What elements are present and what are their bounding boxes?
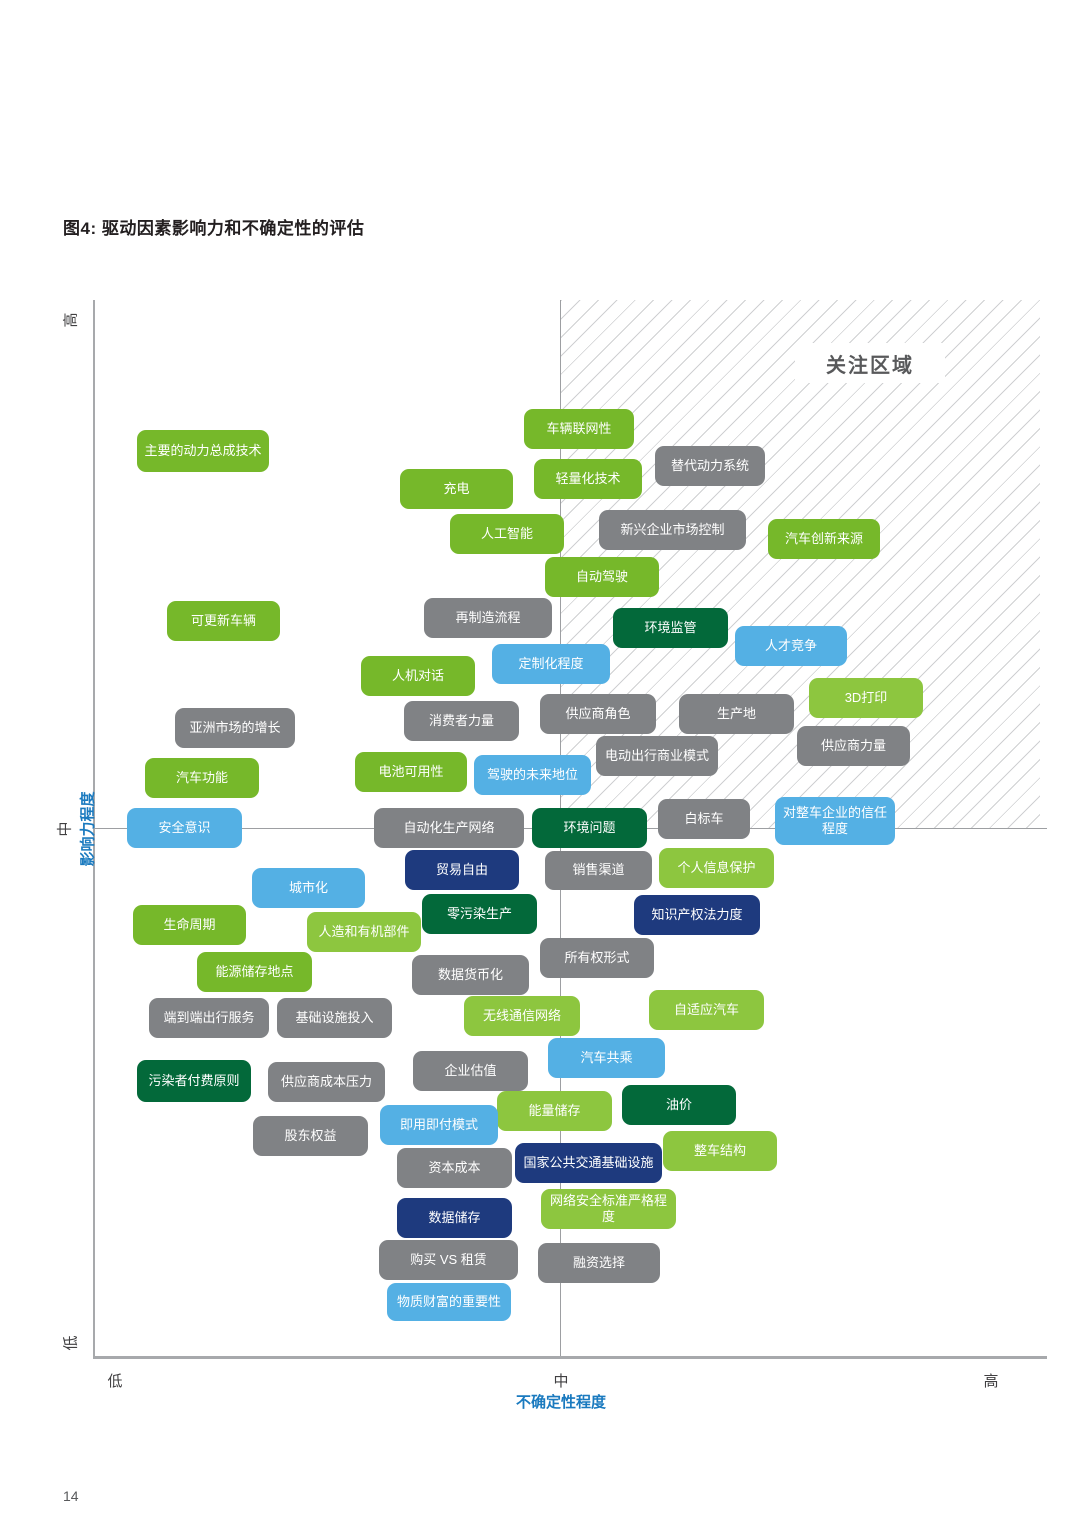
driver-box: 知识产权法力度	[634, 895, 760, 935]
driver-box: 贸易自由	[405, 850, 519, 890]
x-tick-low: 低	[107, 1373, 123, 1390]
driver-box: 环境问题	[532, 808, 647, 848]
driver-box: 能源储存地点	[197, 952, 312, 992]
driver-box: 供应商力量	[797, 726, 910, 766]
page-number: 14	[63, 1488, 79, 1504]
driver-box: 对整车企业的信任程度	[775, 797, 895, 845]
driver-box: 人才竞争	[735, 626, 847, 666]
driver-box: 融资选择	[538, 1243, 660, 1283]
driver-box: 股东权益	[253, 1116, 368, 1156]
driver-box: 整车结构	[663, 1131, 777, 1171]
figure-title: 图4: 驱动因素影响力和不确定性的评估	[63, 219, 365, 238]
driver-box: 人造和有机部件	[307, 912, 421, 952]
driver-box: 充电	[400, 469, 513, 509]
driver-box: 轻量化技术	[534, 459, 642, 499]
driver-box: 网络安全标准严格程度	[541, 1189, 676, 1229]
driver-box: 污染者付费原则	[137, 1060, 251, 1102]
driver-box: 数据货币化	[412, 955, 529, 995]
driver-box: 消费者力量	[404, 701, 519, 741]
driver-box: 即用即付模式	[380, 1105, 498, 1145]
y-axis-title: 影响力程度	[79, 791, 97, 867]
x-tick-mid: 中	[553, 1373, 569, 1390]
driver-box: 替代动力系统	[655, 446, 765, 486]
driver-box: 油价	[622, 1085, 736, 1125]
driver-box: 无线通信网络	[464, 996, 580, 1036]
x-tick-high: 高	[983, 1373, 999, 1390]
driver-box: 城市化	[252, 868, 365, 908]
driver-box: 供应商成本压力	[268, 1062, 385, 1102]
driver-box: 电动出行商业模式	[596, 736, 718, 776]
driver-box: 亚洲市场的增长	[175, 708, 295, 748]
driver-box: 人工智能	[450, 514, 564, 554]
x-axis-line	[93, 1356, 1047, 1359]
driver-box: 自动驾驶	[545, 557, 659, 597]
driver-box: 自适应汽车	[649, 990, 764, 1030]
driver-box: 白标车	[658, 799, 750, 839]
driver-box: 汽车创新来源	[768, 519, 880, 559]
driver-box: 供应商角色	[540, 694, 656, 734]
driver-box: 车辆联网性	[524, 409, 634, 449]
driver-box: 主要的动力总成技术	[137, 430, 269, 472]
driver-box: 基础设施投入	[277, 998, 392, 1038]
driver-box: 定制化程度	[492, 644, 610, 684]
driver-box: 端到端出行服务	[149, 998, 269, 1038]
driver-box: 国家公共交通基础设施	[515, 1143, 662, 1183]
y-tick-low: 低	[62, 1335, 80, 1351]
driver-box: 所有权形式	[540, 938, 654, 978]
driver-box: 个人信息保护	[659, 848, 774, 888]
y-axis-line	[93, 300, 95, 1358]
driver-box: 生产地	[679, 694, 794, 734]
driver-box: 3D打印	[809, 678, 923, 718]
driver-box: 电池可用性	[355, 752, 467, 792]
driver-box: 能量储存	[497, 1091, 612, 1131]
driver-box: 安全意识	[127, 808, 242, 848]
y-tick-mid: 中	[56, 821, 74, 837]
driver-box: 生命周期	[133, 905, 246, 945]
driver-box: 购买 VS 租赁	[379, 1240, 518, 1280]
driver-box: 可更新车辆	[167, 601, 280, 641]
driver-box: 新兴企业市场控制	[599, 510, 746, 550]
focus-region-label: 关注区域	[795, 343, 945, 383]
x-axis-title: 不确定性程度	[515, 1394, 607, 1411]
driver-box: 自动化生产网络	[374, 808, 524, 848]
driver-box: 资本成本	[397, 1148, 512, 1188]
driver-box: 驾驶的未来地位	[474, 755, 591, 795]
driver-box: 环境监管	[613, 608, 728, 648]
driver-box: 企业估值	[413, 1051, 528, 1091]
driver-box: 汽车共乘	[548, 1038, 665, 1078]
driver-box: 汽车功能	[145, 758, 259, 798]
driver-box: 销售渠道	[545, 851, 652, 890]
driver-box: 物质财富的重要性	[387, 1283, 511, 1321]
driver-box: 再制造流程	[424, 598, 552, 638]
driver-box: 人机对话	[361, 656, 475, 696]
driver-box: 零污染生产	[422, 894, 537, 934]
driver-box: 数据储存	[397, 1198, 512, 1238]
y-tick-high: 高	[62, 312, 80, 328]
